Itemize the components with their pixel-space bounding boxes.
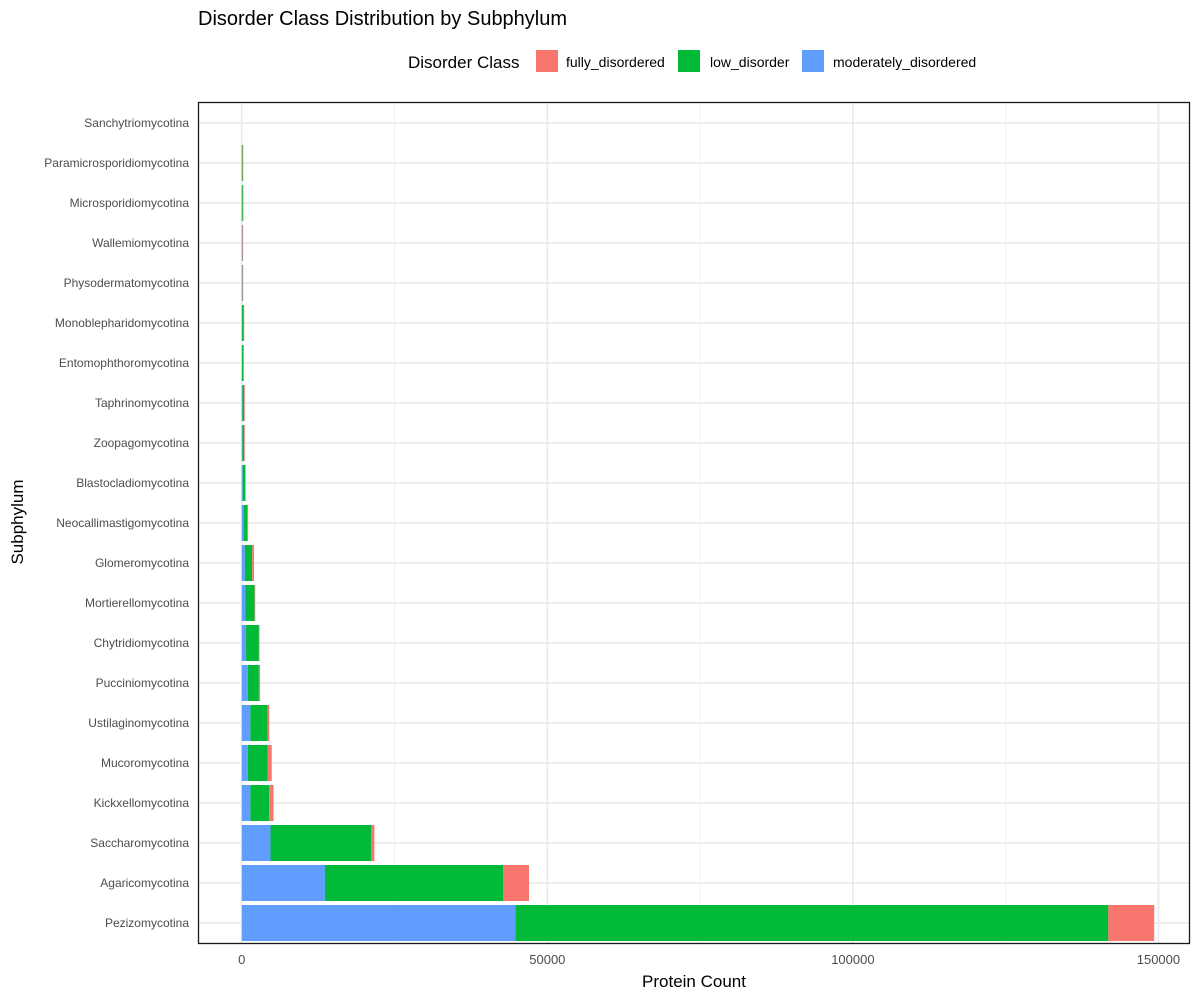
x-axis-title: Protein Count — [642, 972, 746, 991]
y-tick-label: Mucoromycotina — [101, 756, 189, 770]
bar-low-disorder-monoblepharidomycotina — [242, 305, 244, 341]
grid-lines — [199, 103, 1189, 943]
bar-low-disorder-entomophthoromycotina — [242, 345, 244, 381]
bar-fully-disordered-blastocladiomycotina — [245, 465, 246, 501]
bar-low-disorder-glomeromycotina — [244, 545, 253, 581]
bars — [241, 145, 1155, 941]
y-tick-label: Saccharomycotina — [90, 836, 189, 850]
bar-low-disorder-kickxellomycotina — [250, 785, 270, 821]
y-tick-label: Paramicrosporidiomycotina — [44, 156, 189, 170]
y-tick-label: Taphrinomycotina — [95, 396, 189, 410]
bar-moderately-disordered-saccharomycotina — [241, 825, 271, 861]
bar-fully-disordered-physodermatomycotina — [242, 265, 244, 301]
bar-low-disorder-chytridiomycotina — [246, 625, 259, 661]
bar-fully-disordered-kickxellomycotina — [269, 785, 274, 821]
bar-fully-disordered-neocallimastigomycotina — [247, 505, 249, 541]
bar-fully-disordered-paramicrosporidiomycotina — [242, 145, 244, 181]
bar-fully-disordered-saccharomycotina — [371, 825, 375, 861]
bar-moderately-disordered-ustilaginomycotina — [241, 705, 251, 741]
bar-moderately-disordered-physodermatomycotina — [241, 265, 243, 301]
bar-low-disorder-neocallimastigomycotina — [243, 505, 248, 541]
bar-moderately-disordered-mortierellomycotina — [241, 585, 246, 621]
y-tick-label: Neocallimastigomycotina — [56, 516, 189, 530]
bar-low-disorder-pezizomycotina — [515, 905, 1109, 941]
x-tick-labels: 0 50000 100000 150000 — [238, 952, 1180, 967]
bar-moderately-disordered-chytridiomycotina — [241, 625, 247, 661]
bar-low-disorder-agaricomycotina — [324, 865, 504, 901]
y-tick-label: Monoblepharidomycotina — [55, 316, 189, 330]
bar-fully-disordered-taphrinomycotina — [244, 385, 245, 421]
legend-label-fully-disordered: fully_disordered — [566, 54, 665, 70]
bar-fully-disordered-monoblepharidomycotina — [243, 305, 245, 341]
y-tick-label: Physodermatomycotina — [64, 276, 190, 290]
bar-fully-disordered-pezizomycotina — [1108, 905, 1155, 941]
bar-low-disorder-blastocladiomycotina — [242, 465, 246, 501]
bar-fully-disordered-entomophthoromycotina — [243, 345, 244, 381]
bar-moderately-disordered-taphrinomycotina — [241, 385, 243, 421]
bar-moderately-disordered-kickxellomycotina — [241, 785, 251, 821]
legend-key-low-disorder — [678, 50, 700, 72]
bar-moderately-disordered-monoblepharidomycotina — [241, 305, 243, 341]
y-tick-label: Glomeromycotina — [95, 556, 189, 570]
bar-moderately-disordered-glomeromycotina — [241, 545, 245, 581]
bar-fully-disordered-pucciniomycotina — [258, 665, 261, 701]
bar-moderately-disordered-blastocladiomycotina — [241, 465, 243, 501]
bar-moderately-disordered-zoopagomycotina — [241, 425, 243, 461]
bar-fully-disordered-mortierellomycotina — [254, 585, 256, 621]
legend-label-moderately-disordered: moderately_disordered — [833, 54, 976, 70]
bar-fully-disordered-glomeromycotina — [252, 545, 254, 581]
bar-low-disorder-pucciniomycotina — [247, 665, 259, 701]
y-axis-title: Subphylum — [8, 479, 27, 564]
bar-fully-disordered-mucoromycotina — [267, 745, 272, 781]
bar-low-disorder-mortierellomycotina — [245, 585, 255, 621]
bar-fully-disordered-zoopagomycotina — [244, 425, 245, 461]
x-tick-label: 150000 — [1137, 952, 1180, 967]
legend-label-low-disorder: low_disorder — [710, 54, 790, 70]
bar-low-disorder-mucoromycotina — [247, 745, 268, 781]
bar-moderately-disordered-wallemiomycotina — [241, 225, 243, 261]
legend-title: Disorder Class — [408, 53, 519, 72]
y-tick-label: Kickxellomycotina — [94, 796, 190, 810]
bar-moderately-disordered-mucoromycotina — [241, 745, 248, 781]
bar-low-disorder-zoopagomycotina — [242, 425, 245, 461]
y-tick-label: Pezizomycotina — [105, 916, 189, 930]
x-tick-label: 50000 — [529, 952, 565, 967]
y-tick-label: Microsporidiomycotina — [70, 196, 190, 210]
bar-fully-disordered-wallemiomycotina — [242, 225, 244, 261]
y-tick-label: Mortierellomycotina — [85, 596, 189, 610]
bar-low-disorder-ustilaginomycotina — [250, 705, 268, 741]
bar-moderately-disordered-pezizomycotina — [241, 905, 516, 941]
y-tick-label: Wallemiomycotina — [92, 236, 189, 250]
y-tick-labels: Pezizomycotina Agaricomycotina Saccharomyc… — [44, 116, 189, 930]
bar-fully-disordered-microsporidiomycotina — [242, 185, 244, 221]
legend-key-fully-disordered — [536, 50, 558, 72]
y-tick-label: Pucciniomycotina — [96, 676, 190, 690]
y-tick-label: Agaricomycotina — [100, 876, 189, 890]
bar-low-disorder-paramicrosporidiomycotina — [241, 145, 243, 181]
y-tick-label: Zoopagomycotina — [94, 436, 190, 450]
y-tick-label: Entomophthoromycotina — [59, 356, 189, 370]
bar-fully-disordered-chytridiomycotina — [258, 625, 260, 661]
y-tick-label: Ustilaginomycotina — [88, 716, 189, 730]
bar-fully-disordered-agaricomycotina — [503, 865, 529, 901]
bar-low-disorder-saccharomycotina — [270, 825, 372, 861]
x-tick-label: 0 — [238, 952, 245, 967]
bar-moderately-disordered-entomophthoromycotina — [241, 345, 243, 381]
y-tick-label: Sanchytriomycotina — [84, 116, 189, 130]
bar-fully-disordered-ustilaginomycotina — [267, 705, 270, 741]
legend-key-moderately-disordered — [802, 50, 824, 72]
y-tick-label: Chytridiomycotina — [94, 636, 190, 650]
legend: Disorder Class fully_disordered low_diso… — [408, 50, 976, 72]
bar-low-disorder-microsporidiomycotina — [241, 185, 243, 221]
bar-moderately-disordered-pucciniomycotina — [241, 665, 248, 701]
y-tick-label: Blastocladiomycotina — [76, 476, 189, 490]
chart-title: Disorder Class Distribution by Subphylum — [198, 8, 567, 30]
bar-low-disorder-taphrinomycotina — [242, 385, 245, 421]
bar-moderately-disordered-neocallimastigomycotina — [241, 505, 244, 541]
plot-panel-border — [197, 101, 1191, 945]
bar-moderately-disordered-agaricomycotina — [241, 865, 325, 901]
x-tick-label: 100000 — [831, 952, 874, 967]
